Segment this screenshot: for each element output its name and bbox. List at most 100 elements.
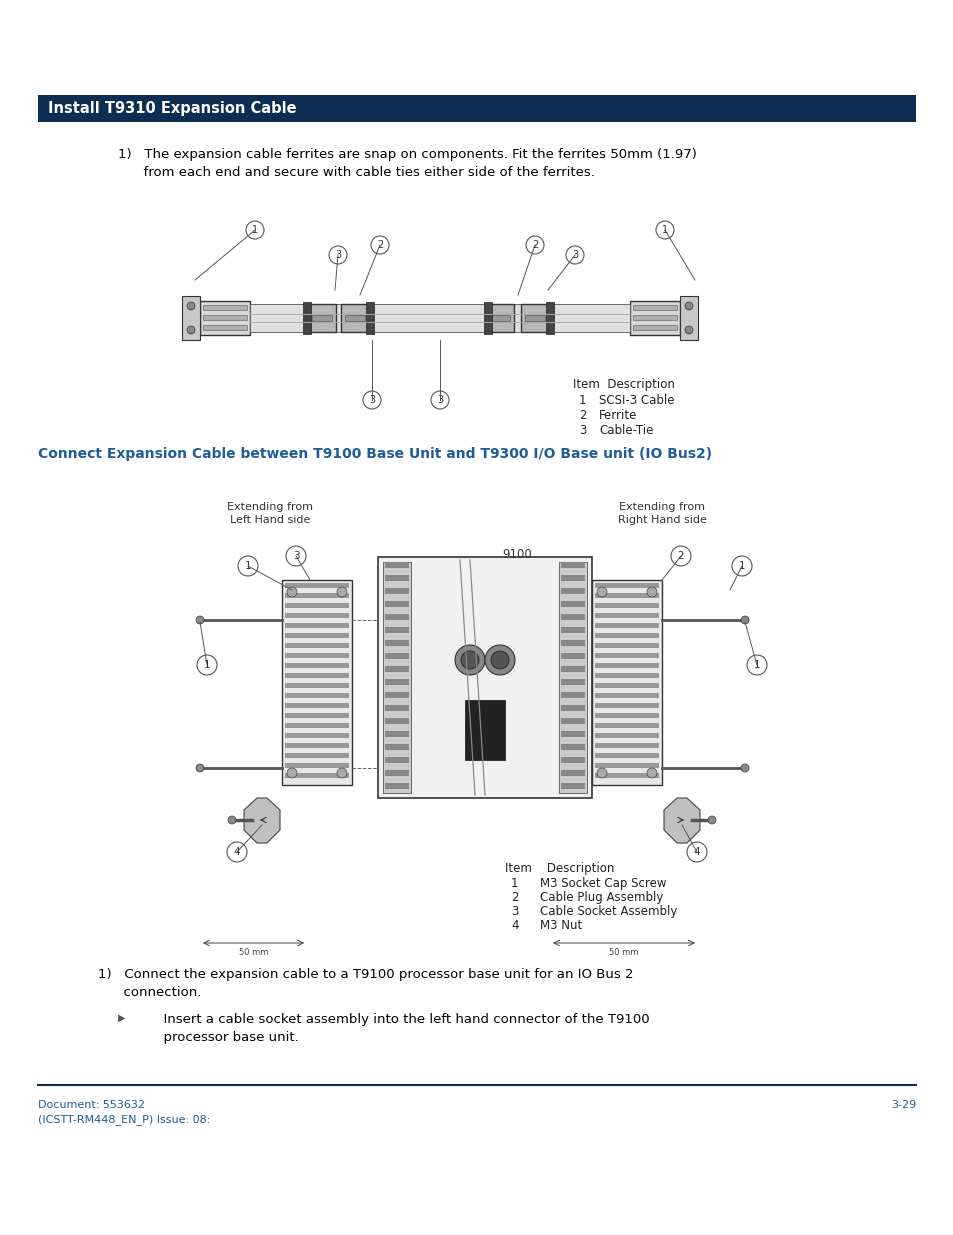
Bar	[285, 613, 349, 618]
Bar	[595, 622, 659, 629]
Bar	[595, 643, 659, 648]
Bar	[250, 304, 629, 332]
Bar	[385, 562, 409, 568]
Circle shape	[460, 651, 478, 669]
Circle shape	[287, 587, 296, 597]
Bar	[595, 734, 659, 739]
Bar	[629, 301, 679, 335]
Bar	[560, 576, 584, 580]
Text: M3 Socket Cap Screw: M3 Socket Cap Screw	[539, 877, 666, 890]
Circle shape	[336, 768, 347, 778]
Bar	[285, 643, 349, 648]
Bar	[595, 663, 659, 668]
Text: SCSI-3 Cable: SCSI-3 Cable	[598, 394, 674, 408]
Bar	[595, 683, 659, 688]
Text: 50 mm: 50 mm	[238, 948, 268, 957]
Circle shape	[187, 303, 194, 310]
Text: 1)   Connect the expansion cable to a T9100 processor base unit for an IO Bus 2: 1) Connect the expansion cable to a T910…	[98, 968, 633, 981]
Bar	[560, 705, 584, 711]
Bar	[285, 634, 349, 638]
Bar	[203, 305, 247, 310]
Bar	[595, 603, 659, 608]
Circle shape	[187, 326, 194, 333]
Circle shape	[287, 768, 296, 778]
Bar	[385, 783, 409, 789]
Bar	[560, 692, 584, 698]
Bar	[490, 315, 510, 321]
Text: 2: 2	[511, 890, 518, 904]
Bar	[524, 315, 544, 321]
Circle shape	[740, 616, 748, 624]
Bar	[485, 304, 514, 332]
Bar	[285, 773, 349, 778]
Text: Cable Socket Assembly: Cable Socket Assembly	[539, 905, 677, 918]
Bar	[560, 601, 584, 606]
Bar	[385, 743, 409, 750]
Text: 1: 1	[204, 659, 210, 671]
Bar	[545, 303, 554, 333]
Bar	[385, 588, 409, 594]
Bar	[633, 315, 677, 320]
Bar	[203, 325, 247, 330]
Circle shape	[484, 645, 515, 676]
Bar	[385, 731, 409, 737]
Text: processor base unit.: processor base unit.	[138, 1031, 298, 1044]
Bar	[385, 769, 409, 776]
Bar	[308, 304, 335, 332]
Bar	[560, 588, 584, 594]
Bar	[385, 653, 409, 659]
Bar	[200, 301, 250, 335]
Bar	[285, 693, 349, 698]
Bar	[595, 634, 659, 638]
Bar	[560, 757, 584, 763]
Bar	[385, 679, 409, 685]
Bar	[595, 753, 659, 758]
Text: Ferrite: Ferrite	[598, 409, 637, 422]
Text: 3: 3	[335, 249, 341, 261]
Bar	[285, 673, 349, 678]
Bar	[285, 753, 349, 758]
Bar	[560, 679, 584, 685]
Bar	[595, 593, 659, 598]
Circle shape	[195, 616, 204, 624]
Text: Extending from
Left Hand side: Extending from Left Hand side	[227, 501, 313, 525]
Text: 1: 1	[578, 394, 586, 408]
Text: Document: 553632: Document: 553632	[38, 1100, 145, 1110]
Bar	[312, 315, 332, 321]
Bar	[377, 557, 592, 798]
Bar	[285, 713, 349, 718]
Text: 1)   The expansion cable ferrites are snap on components. Fit the ferrites 50mm : 1) The expansion cable ferrites are snap…	[118, 148, 696, 161]
Circle shape	[336, 587, 347, 597]
Circle shape	[597, 587, 606, 597]
Bar	[679, 296, 698, 340]
Text: 1: 1	[252, 225, 258, 235]
Text: Connect Expansion Cable between T9100 Base Unit and T9300 I/O Base unit (IO Bus2: Connect Expansion Cable between T9100 Ba…	[38, 447, 711, 461]
Text: 50 mm: 50 mm	[609, 948, 638, 957]
Circle shape	[646, 768, 657, 778]
Bar	[595, 613, 659, 618]
Text: 9100: 9100	[501, 548, 532, 561]
Bar	[385, 614, 409, 620]
Bar	[345, 315, 365, 321]
Circle shape	[228, 816, 235, 824]
Text: 1: 1	[738, 561, 744, 571]
Bar	[560, 562, 584, 568]
Bar	[285, 734, 349, 739]
Circle shape	[740, 764, 748, 772]
Bar	[285, 622, 349, 629]
Bar	[560, 718, 584, 724]
Bar	[595, 763, 659, 768]
Text: 2: 2	[532, 240, 537, 249]
Bar	[285, 703, 349, 708]
Bar	[385, 640, 409, 646]
Bar	[560, 731, 584, 737]
Circle shape	[684, 303, 692, 310]
Bar	[285, 603, 349, 608]
Text: 2: 2	[376, 240, 383, 249]
Circle shape	[195, 764, 204, 772]
Bar	[464, 700, 504, 760]
Bar	[285, 583, 349, 588]
Bar	[285, 683, 349, 688]
Text: 1: 1	[753, 659, 760, 671]
Text: Install T9310 Expansion Cable: Install T9310 Expansion Cable	[48, 101, 296, 116]
